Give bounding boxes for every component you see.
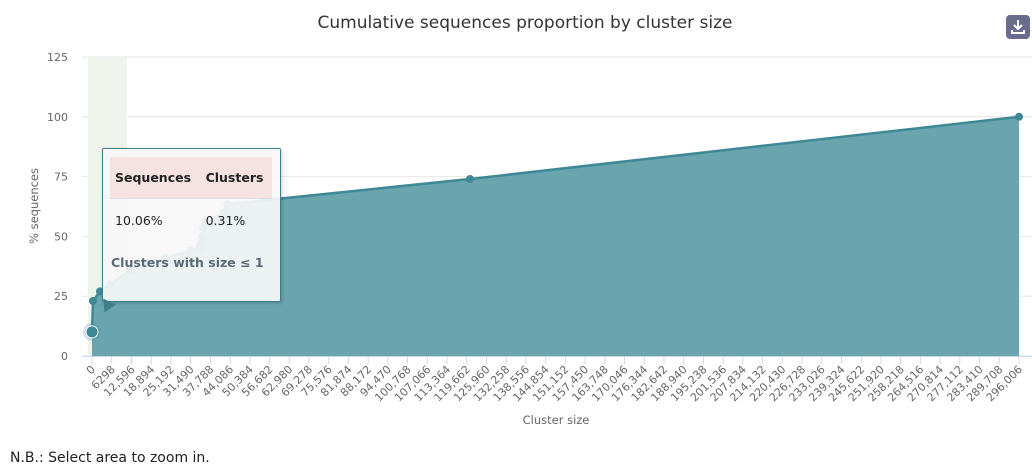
download-icon <box>1011 20 1025 34</box>
series-area <box>92 116 1020 356</box>
y-tick-label: 100 <box>47 111 68 124</box>
tooltip-header-sequences: Sequences <box>110 157 201 199</box>
data-point[interactable] <box>88 296 97 305</box>
y-axis-title: % sequences <box>27 168 41 244</box>
y-tick-label: 25 <box>54 290 68 303</box>
data-point[interactable] <box>85 325 99 339</box>
download-button[interactable] <box>1006 15 1030 39</box>
tooltip-header-clusters: Clusters <box>200 157 272 199</box>
x-axis-title: Cluster size <box>523 413 590 427</box>
data-point[interactable] <box>1015 112 1023 121</box>
tooltip: Sequences Clusters 10.06% 0.31% Clusters w… <box>102 148 281 302</box>
y-tick-label: 75 <box>54 171 68 184</box>
chart-title: Cumulative sequences proportion by clust… <box>317 13 732 33</box>
tooltip-footer: Clusters with size ≤ 1 <box>111 255 264 270</box>
tooltip-value-sequences: 10.06% <box>115 213 163 228</box>
y-tick-label: 50 <box>54 230 68 243</box>
tooltip-value-clusters: 0.31% <box>205 213 246 228</box>
zoom-note: N.B.: Select area to zoom in. <box>10 450 210 466</box>
data-point[interactable] <box>465 174 474 183</box>
y-tick-label: 0 <box>61 350 68 363</box>
y-tick-label: 125 <box>47 51 68 64</box>
